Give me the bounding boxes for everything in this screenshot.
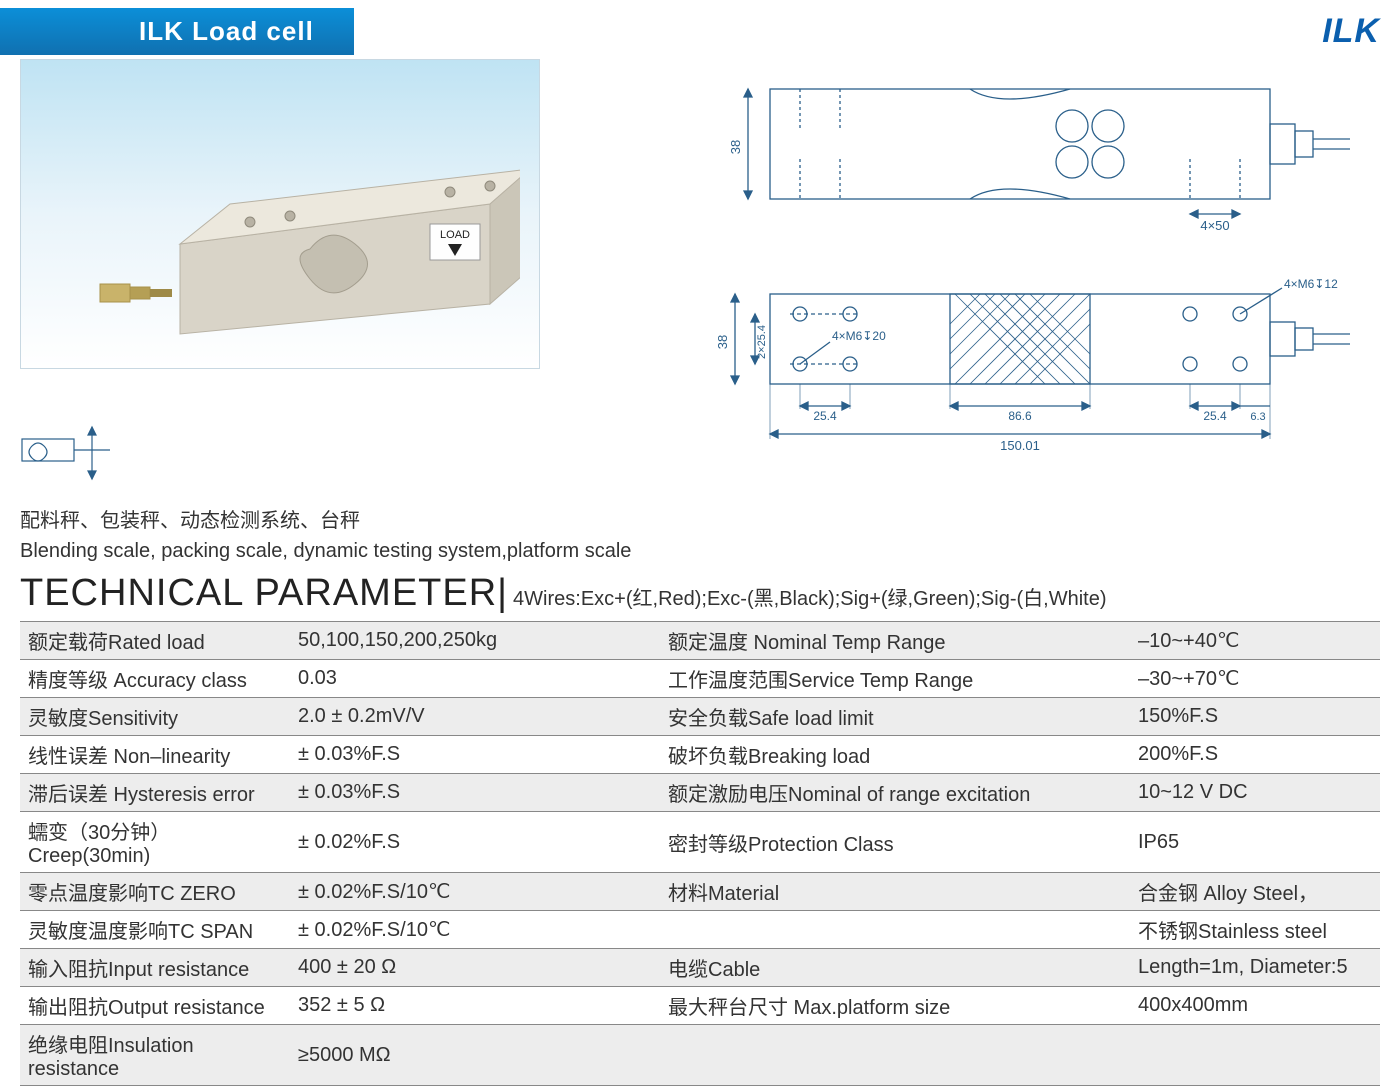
param-label-right: [660, 911, 1130, 949]
table-row: 输入阻抗Input resistance400 ± 20 Ω电缆CableLen…: [20, 949, 1380, 987]
param-label-right: 密封等级Protection Class: [660, 812, 1130, 873]
param-label-right: 电缆Cable: [660, 949, 1130, 987]
photo-load-text: LOAD: [440, 229, 470, 241]
param-label-left: 额定载荷Rated load: [20, 622, 290, 660]
param-label-right: [660, 1025, 1130, 1086]
param-value-right: 不锈钢Stainless steel: [1130, 911, 1380, 949]
param-value-right: 200%F.S: [1130, 736, 1380, 774]
page-title: ILK Load cell: [139, 16, 314, 46]
param-value-left: 50,100,150,200,250kg: [290, 622, 660, 660]
technical-drawing: 38 4×50: [680, 59, 1380, 494]
param-value-right: 合金钢 Alloy Steel，: [1130, 873, 1380, 911]
parameters-table: 额定载荷Rated load50,100,150,200,250kg额定温度 N…: [20, 621, 1380, 1086]
param-value-left: 400 ± 20 Ω: [290, 949, 660, 987]
table-row: 蠕变（30分钟）Creep(30min)± 0.02%F.S密封等级Protec…: [20, 812, 1380, 873]
dim-63: 6.3: [1250, 411, 1265, 423]
param-value-left: ± 0.02%F.S: [290, 812, 660, 873]
title-cursor: |: [497, 572, 507, 615]
table-row: 线性误差 Non–linearity± 0.03%F.S破坏负载Breaking…: [20, 736, 1380, 774]
model-label-right: ILK: [1322, 12, 1380, 51]
param-value-left: ± 0.02%F.S/10℃: [290, 873, 660, 911]
table-row: 精度等级 Accuracy class0.03工作温度范围Service Tem…: [20, 660, 1380, 698]
dim-866: 86.6: [1008, 409, 1032, 423]
param-value-left: 2.0 ± 0.2mV/V: [290, 698, 660, 736]
param-value-left: ± 0.03%F.S: [290, 774, 660, 812]
param-value-left: 0.03: [290, 660, 660, 698]
param-value-right: –30~+70℃: [1130, 660, 1380, 698]
param-label-left: 输入阻抗Input resistance: [20, 949, 290, 987]
dim-150: 150.01: [1000, 438, 1040, 453]
applications-en: Blending scale, packing scale, dynamic t…: [20, 536, 1380, 566]
wiring-note: 4Wires:Exc+(红,Red);Exc-(黑,Black);Sig+(绿,…: [513, 582, 1106, 611]
product-photo: LOAD: [20, 59, 540, 369]
dim-4x50: 4×50: [1200, 218, 1229, 233]
param-label-left: 精度等级 Accuracy class: [20, 660, 290, 698]
param-label-right: 破坏负载Breaking load: [660, 736, 1130, 774]
table-row: 输出阻抗Output resistance352 ± 5 Ω最大秤台尺寸 Max…: [20, 987, 1380, 1025]
param-label-right: 安全负载Safe load limit: [660, 698, 1130, 736]
table-row: 灵敏度温度影响TC SPAN± 0.02%F.S/10℃ 不锈钢Stainless…: [20, 911, 1380, 949]
technical-parameter-title: TECHNICAL PARAMETER: [20, 572, 497, 615]
param-label-right: 额定温度 Nominal Temp Range: [660, 622, 1130, 660]
dim-38-side: 38: [728, 140, 743, 154]
dim-2x254: 2×25.4: [756, 325, 768, 359]
param-value-right: Length=1m, Diameter:5: [1130, 949, 1380, 987]
param-label-left: 输出阻抗Output resistance: [20, 987, 290, 1025]
param-label-left: 灵敏度Sensitivity: [20, 698, 290, 736]
applications-zh: 配料秤、包装秤、动态检测系统、台秤: [20, 506, 1380, 536]
table-row: 滞后误差 Hysteresis error± 0.03%F.S额定激励电压Nom…: [20, 774, 1380, 812]
table-row: 灵敏度Sensitivity2.0 ± 0.2mV/V安全负载Safe load…: [20, 698, 1380, 736]
param-label-left: 零点温度影响TC ZERO: [20, 873, 290, 911]
param-value-right: 400x400mm: [1130, 987, 1380, 1025]
param-value-left: ± 0.03%F.S: [290, 736, 660, 774]
param-value-right: 10~12 V DC: [1130, 774, 1380, 812]
param-value-left: ± 0.02%F.S/10℃: [290, 911, 660, 949]
param-label-left: 蠕变（30分钟）Creep(30min): [20, 812, 290, 873]
param-value-left: 352 ± 5 Ω: [290, 987, 660, 1025]
param-label-right: 材料Material: [660, 873, 1130, 911]
param-value-right: [1130, 1025, 1380, 1086]
param-label-left: 灵敏度温度影响TC SPAN: [20, 911, 290, 949]
param-value-right: –10~+40℃: [1130, 622, 1380, 660]
dim-4xm6-12: 4×M6↧12: [1284, 277, 1338, 291]
param-label-left: 滞后误差 Hysteresis error: [20, 774, 290, 812]
param-label-right: 额定激励电压Nominal of range excitation: [660, 774, 1130, 812]
table-row: 额定载荷Rated load50,100,150,200,250kg额定温度 N…: [20, 622, 1380, 660]
param-value-left: ≥5000 MΩ: [290, 1025, 660, 1086]
dim-254-left: 25.4: [813, 409, 837, 423]
table-row: 零点温度影响TC ZERO± 0.02%F.S/10℃材料Material合金钢…: [20, 873, 1380, 911]
param-label-right: 工作温度范围Service Temp Range: [660, 660, 1130, 698]
table-row: 绝缘电阻Insulation resistance≥5000 MΩ: [20, 1025, 1380, 1086]
product-photo-svg: LOAD: [40, 74, 520, 354]
small-symbol-drawing: [20, 409, 540, 494]
dim-254-right: 25.4: [1203, 409, 1227, 423]
dim-38-top: 38: [715, 335, 730, 349]
param-value-right: 150%F.S: [1130, 698, 1380, 736]
param-value-right: IP65: [1130, 812, 1380, 873]
dim-4xm6-20: 4×M6↧20: [832, 329, 886, 343]
param-label-left: 线性误差 Non–linearity: [20, 736, 290, 774]
param-label-left: 绝缘电阻Insulation resistance: [20, 1025, 290, 1086]
page-title-bar: ILK Load cell: [0, 8, 354, 55]
param-label-right: 最大秤台尺寸 Max.platform size: [660, 987, 1130, 1025]
